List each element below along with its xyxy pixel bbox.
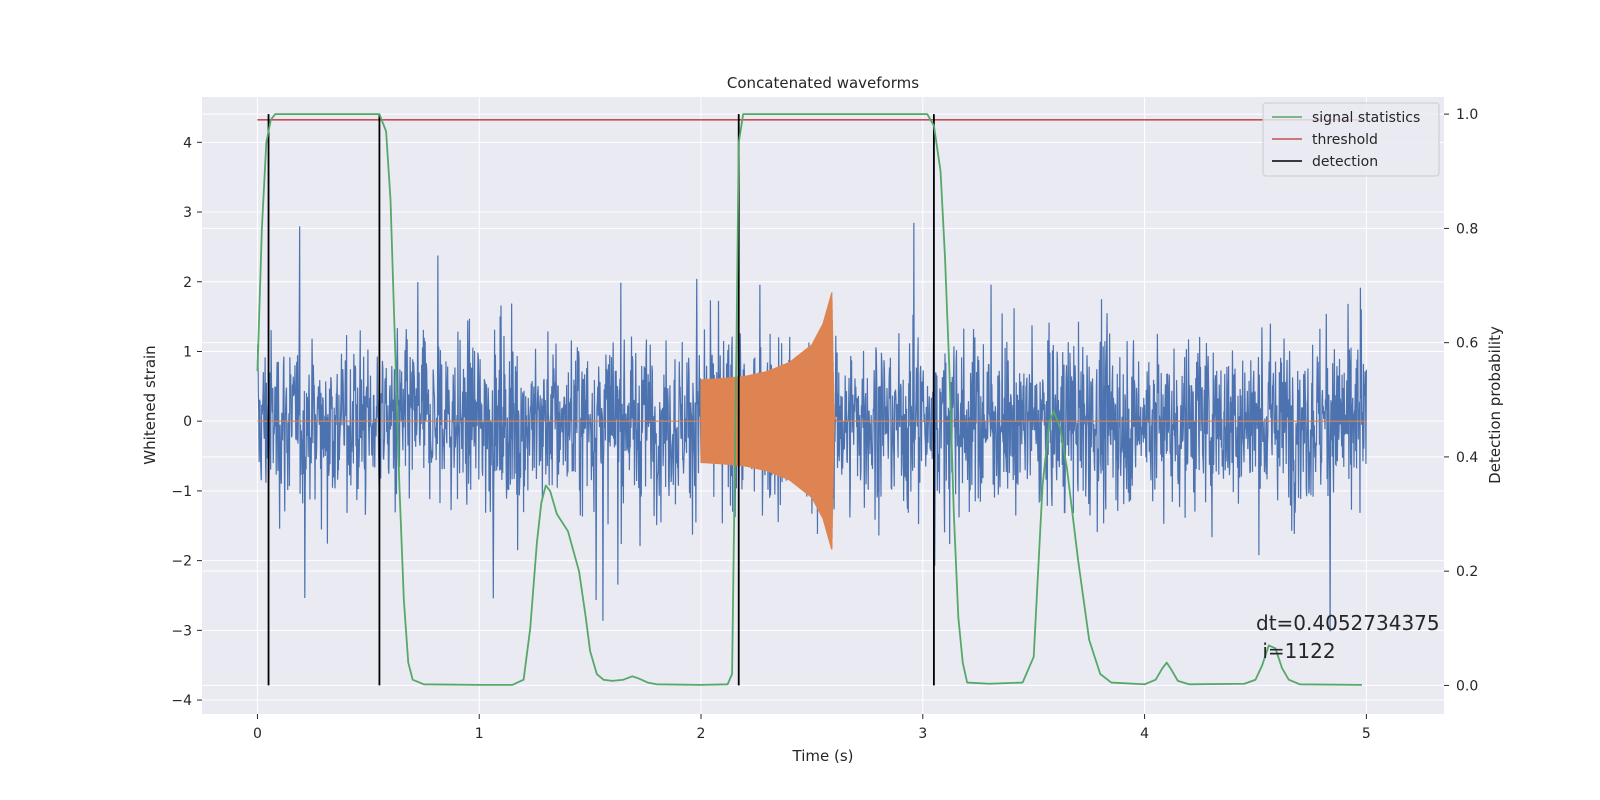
legend-label-threshold: threshold [1312, 132, 1378, 148]
y-tick-label: −2 [171, 554, 192, 570]
annotation-dt: dt=0.4052734375 [1256, 611, 1440, 635]
x-tick-label: 1 [475, 726, 484, 742]
y2-tick-label: 0.4 [1456, 450, 1478, 466]
chart-title: Concatenated waveforms [727, 74, 919, 92]
y-tick-label: 0 [183, 414, 192, 430]
x-tick-label: 0 [253, 726, 262, 742]
y-tick-label: 2 [183, 275, 192, 291]
y-tick-label: −4 [171, 693, 192, 709]
x-tick-label: 3 [918, 726, 927, 742]
y-axis-label: Whitened strain [141, 345, 159, 464]
y2-tick-label: 0.2 [1456, 564, 1478, 580]
x-tick-label: 4 [1140, 726, 1149, 742]
tick-labels: 0 1 2 3 4 5 −4 −3 −2 −1 0 1 2 3 4 0.0 0.2 0.4 0.6 0.8 1.0 [171, 107, 1478, 742]
y2-axis-label: Detection probability [1486, 326, 1504, 484]
x-tick-label: 2 [697, 726, 706, 742]
x-axis-label: Time (s) [792, 747, 854, 765]
x-tick-label: 5 [1362, 726, 1371, 742]
legend: signal statistics threshold detection [1262, 102, 1440, 177]
y-tick-label: −1 [171, 484, 192, 500]
legend-label-signal-statistics: signal statistics [1312, 110, 1420, 126]
y-tick-label: 4 [183, 135, 192, 151]
y-tick-label: −3 [171, 623, 192, 639]
series-layer [256, 113, 1367, 686]
y2-tick-label: 0.8 [1456, 221, 1478, 237]
annotation-index: i=1122 [1256, 639, 1336, 663]
y2-tick-label: 0.6 [1456, 336, 1478, 352]
y2-tick-label: 1.0 [1456, 107, 1478, 123]
y2-tick-label: 0.0 [1456, 678, 1478, 694]
y-tick-label: 1 [183, 344, 192, 360]
injected-waveform-line [257, 292, 1367, 550]
y-tick-label: 3 [183, 205, 192, 221]
legend-box [1262, 102, 1440, 177]
signal-statistics-line [256, 113, 1362, 686]
strain-noise-line [256, 222, 1367, 632]
legend-label-detection: detection [1312, 154, 1378, 170]
